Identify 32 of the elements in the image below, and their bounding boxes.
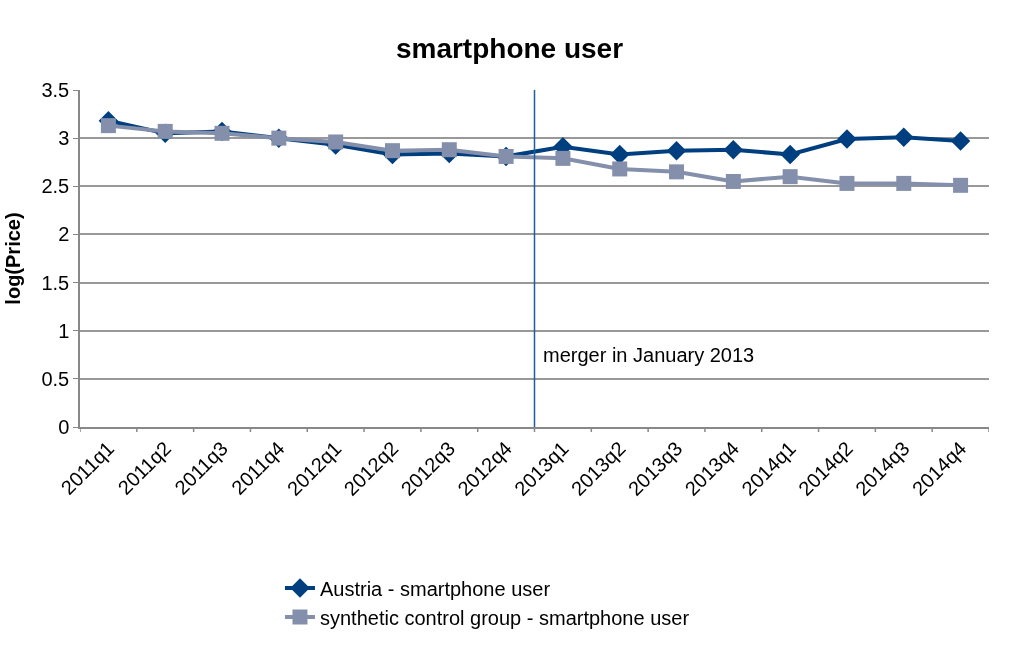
y-tick-label: 3.5	[41, 79, 70, 101]
point	[441, 142, 457, 158]
point	[157, 123, 173, 139]
point	[725, 173, 741, 189]
point	[894, 127, 914, 147]
point	[669, 164, 685, 180]
point	[612, 161, 628, 177]
point	[837, 129, 857, 149]
point	[953, 177, 969, 193]
y-tick-label: 0.5	[41, 367, 70, 390]
chart-title: smartphone user	[395, 33, 624, 65]
ref-line-label: merger in January 2013	[543, 344, 755, 366]
point	[384, 143, 400, 159]
point	[666, 140, 687, 161]
y-tick-label: 0	[58, 416, 70, 438]
point	[896, 175, 912, 191]
point	[839, 175, 855, 191]
point	[723, 139, 744, 160]
y-tick-label: 2.5	[41, 175, 70, 198]
y-axis-title: log(Price)	[2, 212, 25, 305]
legend-label: Austria - smartphone user	[319, 577, 551, 600]
legend-label: synthetic control group - smartphone user	[319, 606, 690, 629]
point	[780, 144, 800, 165]
point	[100, 118, 116, 134]
y-tick-label: 3	[58, 127, 70, 150]
point	[555, 150, 571, 166]
point	[950, 131, 971, 151]
point	[782, 169, 798, 185]
point	[328, 134, 344, 150]
y-tick-label: 2	[58, 223, 70, 246]
y-tick-label: 1.5	[41, 271, 70, 294]
y-tick-label: 1	[58, 319, 70, 342]
